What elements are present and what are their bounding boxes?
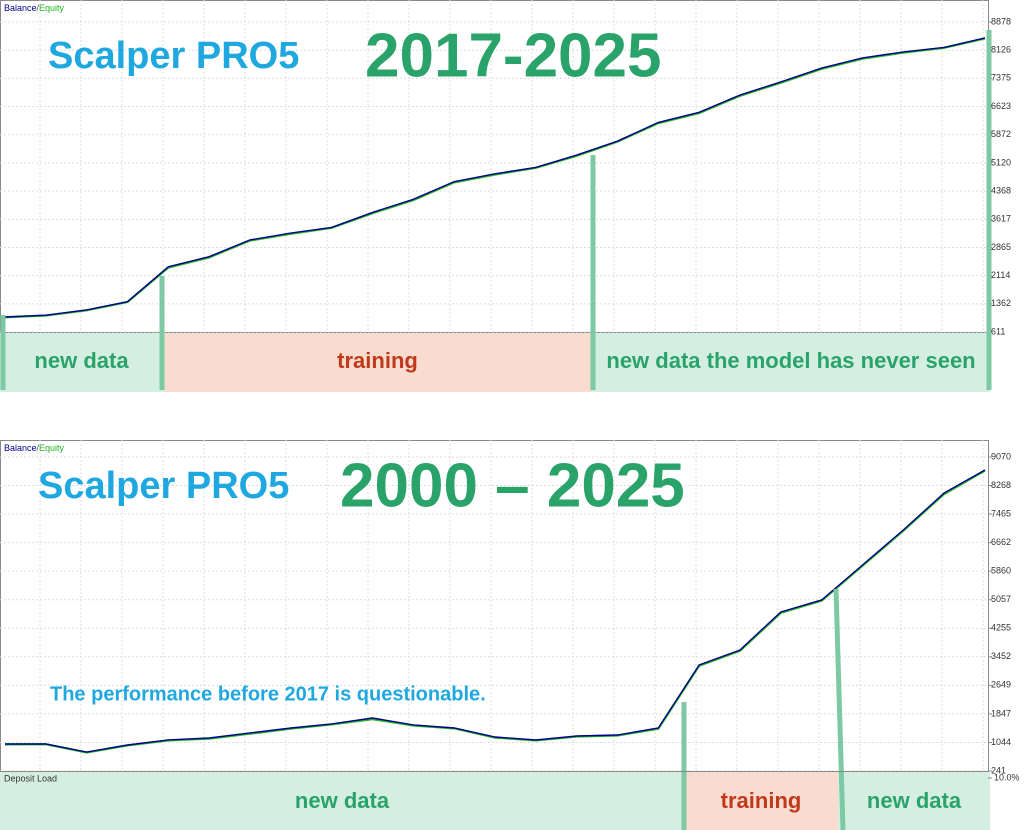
- region-label: new data: [34, 348, 129, 373]
- y-tick-label: 4368: [991, 185, 1011, 195]
- plot-area: [0, 0, 989, 333]
- y-tick-label: 1044: [991, 737, 1011, 747]
- legend-entry: Balance: [4, 443, 37, 453]
- y-tick-label: 3617: [991, 214, 1011, 224]
- chart-subtitle: 2000 – 2025: [340, 451, 685, 520]
- legend-separator: /: [37, 443, 40, 453]
- legend: Balance/Equity: [4, 443, 65, 453]
- plot-area: [0, 440, 989, 772]
- region-label: training: [337, 348, 418, 373]
- y-tick-label: 7375: [991, 73, 1011, 83]
- y-tick-label: 7465: [991, 508, 1011, 518]
- series-line: [5, 469, 986, 753]
- annotation: The performance before 2017 is questiona…: [50, 683, 486, 705]
- y-tick-label: 8878: [991, 16, 1011, 26]
- y-tick-label: 5860: [991, 566, 1011, 576]
- y-tick-label: 2649: [991, 680, 1011, 690]
- chart-subtitle: 2017-2025: [365, 21, 662, 90]
- panel-tick-label: 10.0%: [994, 772, 1020, 782]
- y-tick-label: 2114: [991, 270, 1010, 280]
- region: [684, 772, 838, 830]
- y-tick-label: 611: [991, 326, 1005, 336]
- panel-title: Deposit Load: [4, 773, 57, 783]
- legend-entry: Equity: [39, 3, 65, 13]
- region: [592, 333, 990, 392]
- chart-title: Scalper PRO5: [48, 35, 299, 77]
- legend-separator: /: [37, 3, 40, 13]
- y-tick-label: 2865: [991, 242, 1011, 252]
- y-tick-label: 3452: [991, 651, 1011, 661]
- y-tick-label: 5120: [991, 157, 1011, 167]
- y-tick-label: 5872: [991, 129, 1011, 139]
- legend-entry: Balance: [4, 3, 37, 13]
- y-tick-label: 4255: [991, 623, 1011, 633]
- y-tick-label: 1847: [991, 708, 1011, 718]
- legend: Balance/Equity: [4, 3, 65, 13]
- region-label: new data: [295, 788, 390, 813]
- region-label: new data the model has never seen: [606, 348, 975, 373]
- region: [838, 772, 990, 830]
- y-tick-label: 8268: [991, 480, 1011, 490]
- region: [0, 772, 684, 830]
- y-tick-label: 6623: [991, 101, 1011, 111]
- y-tick-label: 9070: [991, 451, 1011, 461]
- y-tick-label: 5057: [991, 594, 1011, 604]
- region: [0, 333, 163, 392]
- chart-title: Scalper PRO5: [38, 465, 289, 507]
- region-label: new data: [867, 788, 962, 813]
- series-line: [4, 37, 986, 318]
- y-tick-label: 6662: [991, 537, 1011, 547]
- region: [163, 333, 592, 392]
- legend-entry: Equity: [39, 443, 65, 453]
- y-tick-label: 8126: [991, 45, 1011, 55]
- marker-bar: [833, 588, 846, 830]
- y-tick-label: 1362: [991, 298, 1011, 308]
- region-label: training: [721, 788, 802, 813]
- y-tick-label: 241: [991, 765, 1006, 775]
